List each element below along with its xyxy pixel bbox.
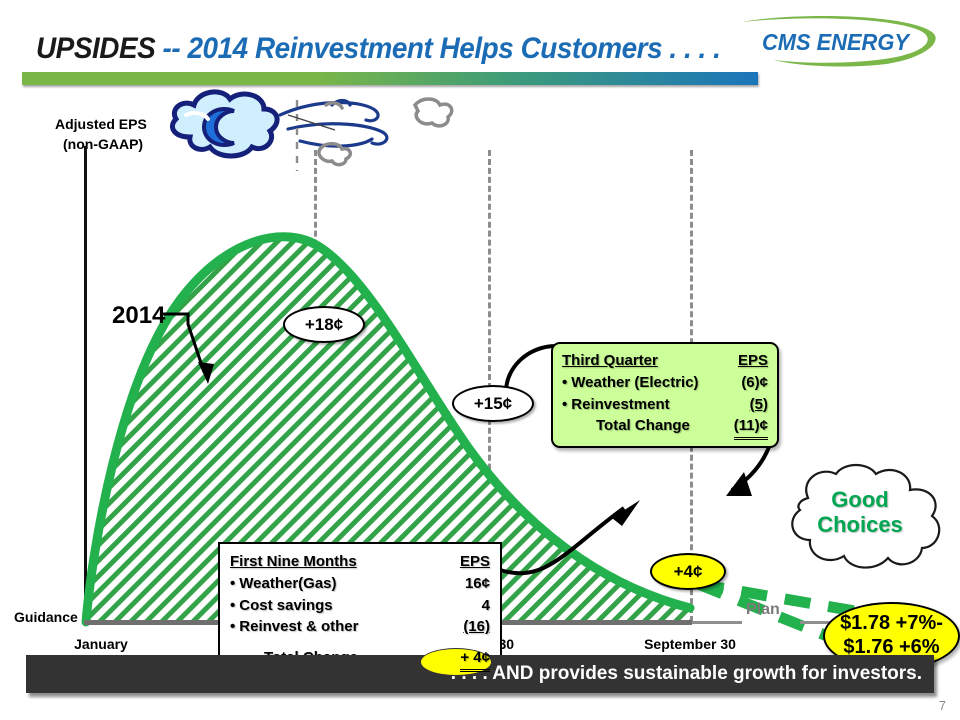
x-axis-line-plan-a [692, 621, 742, 624]
bullet-icon: • [230, 574, 236, 592]
cloud-shape-icon [791, 463, 941, 569]
q3-total-label: Total Change [596, 417, 690, 435]
nine-row1-label: • Cost savings [230, 596, 333, 614]
xtick-january: January [74, 636, 128, 652]
page-title: UPSIDES -- 2014 Reinvestment Helps Custo… [36, 32, 721, 66]
marker-q3-plus4: +4¢ [650, 553, 726, 590]
q3-row1-label: • Reinvestment [562, 395, 670, 413]
q3-total-value: (11)¢ [733, 415, 768, 440]
slide-title-bar: UPSIDES -- 2014 Reinvestment Helps Custo… [0, 14, 960, 85]
y-axis-line [84, 146, 87, 624]
q3-row1-value: (5) [749, 395, 768, 413]
table-row: • Reinvestment (5) [562, 394, 768, 416]
xtick-september-30: September 30 [644, 636, 736, 652]
table-header-row: First Nine Months EPS [230, 551, 490, 573]
table-total-row: Total Change (11)¢ [562, 415, 768, 440]
q3-header-label: Third Quarter [562, 352, 658, 369]
wind-weather-clipart-icon [170, 89, 454, 171]
guidance-line1: $1.78 +7%- [840, 612, 943, 635]
plan-label: Plan [746, 601, 780, 618]
nine-total-value: + 4¢ [460, 647, 490, 672]
series-pointer-arrow-icon [162, 312, 214, 384]
table-row: • Reinvest & other (16) [230, 616, 490, 638]
title-rest: -- 2014 Reinvestment Helps Customers . .… [155, 32, 721, 65]
marker-peak-label: +18¢ [304, 314, 344, 334]
y-axis-title-line2: (non-GAAP) [63, 136, 144, 152]
cloud-text: Good Choices [780, 487, 940, 537]
title-lead: UPSIDES [36, 32, 156, 65]
nine-row2-value: (16) [463, 618, 490, 636]
q3-row0-label: • Weather (Electric) [562, 373, 699, 391]
bullet-icon: • [562, 395, 568, 413]
y-axis-title-line1: Adjusted EPS [55, 116, 147, 132]
bullet-icon: • [230, 596, 236, 614]
bullet-icon: • [230, 618, 236, 636]
nine-row0-label: • Weather(Gas) [230, 574, 337, 592]
marker-peak-plus18: +18¢ [283, 306, 365, 343]
q3-row0-value: (6)¢ [741, 373, 768, 391]
table-row: • Cost savings 4 [230, 595, 490, 617]
series-label-2014: 2014 [112, 302, 166, 329]
banner-text: . . . . AND provides sustainable growth … [450, 663, 922, 684]
cloud-line2: Choices [817, 511, 903, 537]
nine-row1-value: 4 [481, 596, 490, 614]
bullet-icon: • [562, 373, 568, 391]
chart-area: Adjusted EPS (non-GAAP) [0, 80, 960, 682]
connector-ninemonths-to-plus4 [499, 500, 640, 576]
nine-header-value: EPS [459, 553, 490, 570]
guidance-line2: $1.76 +6% [843, 636, 940, 658]
nine-header-label: First Nine Months [230, 553, 357, 570]
marker-mid-label: +15¢ [473, 393, 513, 413]
table-row: • Weather(Gas) 16¢ [230, 573, 490, 595]
cms-energy-logo: CMS ENERGY [736, 14, 946, 70]
nine-row0-value: 16¢ [464, 574, 490, 592]
table-header-row: Third Quarter EPS [562, 350, 768, 372]
nine-row2-label: • Reinvest & other [230, 618, 359, 636]
cloud-line1: Good [831, 487, 889, 512]
guidance-label: Guidance [14, 609, 78, 625]
bottom-banner: . . . . AND provides sustainable growth … [26, 655, 934, 693]
marker-mid-plus15: +15¢ [452, 385, 534, 422]
table-row: • Weather (Electric) (6)¢ [562, 372, 768, 394]
page-number: 7 [938, 698, 946, 713]
good-choices-cloud: Good Choices [780, 462, 952, 574]
third-quarter-box: Third Quarter EPS • Weather (Electric) (6… [551, 342, 779, 448]
title-underline-bar [22, 72, 758, 85]
marker-q3-label: +4¢ [673, 561, 703, 581]
q3-header-value: EPS [737, 352, 768, 369]
logo-text: CMS ENERGY [762, 29, 909, 55]
